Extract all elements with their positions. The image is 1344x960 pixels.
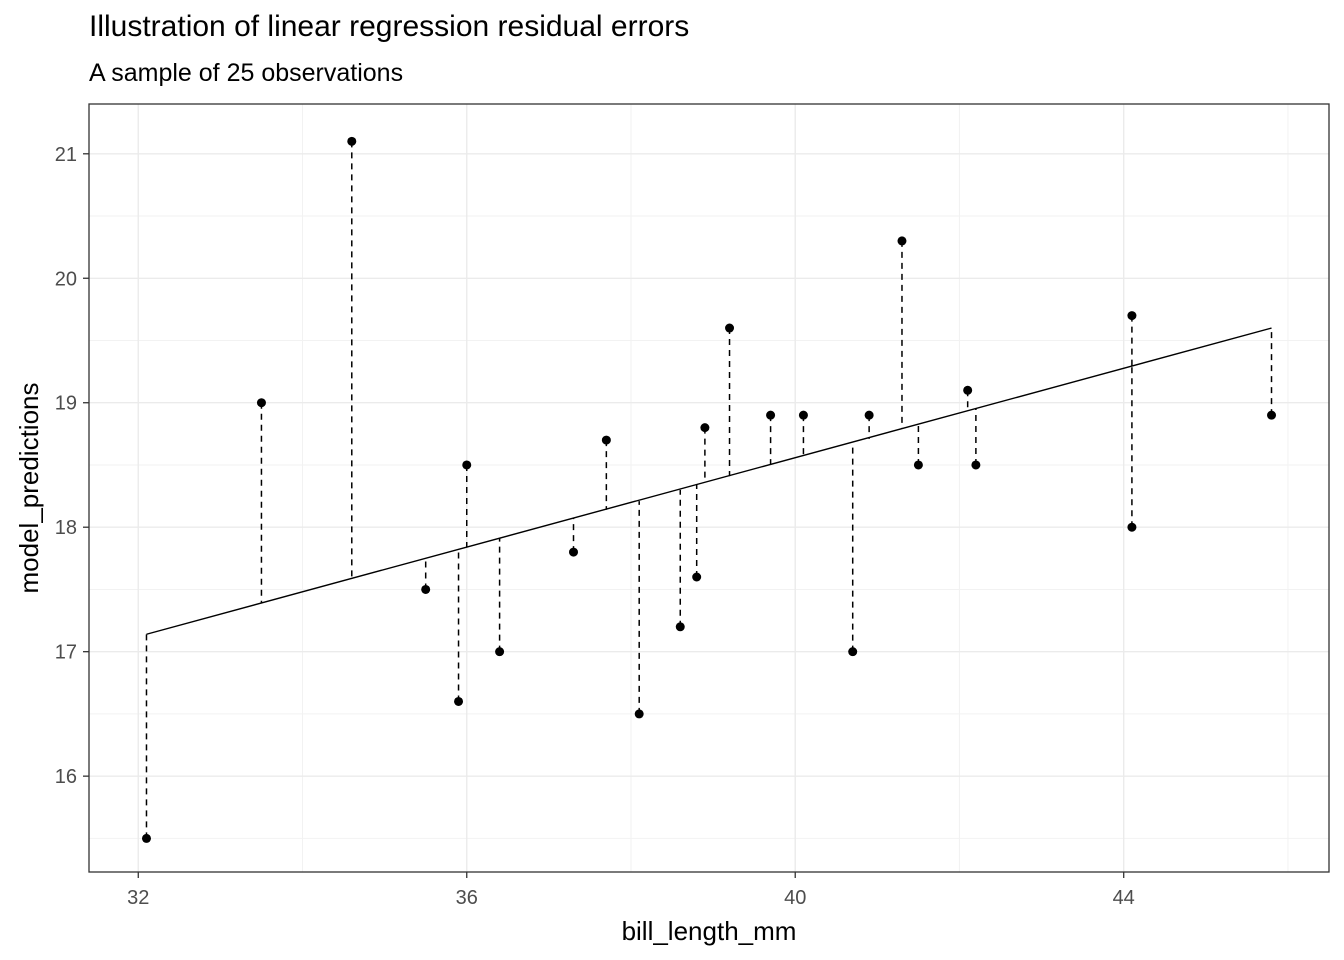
x-tick-label: 32 — [127, 887, 149, 909]
data-point — [1127, 522, 1137, 532]
data-point — [347, 136, 357, 146]
regression-line-group — [146, 327, 1272, 635]
axis-ticks: 32 36 40 44 16 17 18 19 20 21 — [55, 144, 1135, 909]
chart-title: Illustration of linear regression residu… — [89, 10, 690, 43]
data-point — [462, 460, 472, 470]
data-point — [634, 709, 644, 719]
panel-border — [88, 103, 1330, 873]
y-tick-label: 19 — [55, 393, 77, 415]
y-tick-label: 20 — [55, 268, 77, 290]
data-point — [1267, 410, 1277, 420]
data-point — [256, 398, 266, 408]
y-tick-label: 16 — [55, 766, 77, 788]
data-point — [675, 622, 685, 632]
data-point — [700, 423, 710, 433]
data-point — [692, 572, 702, 582]
data-point — [971, 460, 981, 470]
x-tick-label: 40 — [784, 887, 806, 909]
data-point — [601, 435, 611, 445]
regression-line — [146, 327, 1272, 635]
data-point — [454, 696, 464, 706]
data-point — [141, 833, 151, 843]
data-point — [798, 410, 808, 420]
residual-lines — [145, 141, 1273, 839]
data-point — [913, 460, 923, 470]
data-point — [495, 647, 505, 657]
chart-subtitle: A sample of 25 observations — [89, 59, 404, 87]
x-axis-title: bill_length_mm — [622, 916, 797, 946]
data-point — [766, 410, 776, 420]
y-tick-label: 21 — [55, 144, 77, 166]
data-point — [897, 236, 907, 246]
y-tick-label: 17 — [55, 642, 77, 664]
x-tick-label: 44 — [1113, 887, 1135, 909]
data-point — [963, 385, 973, 395]
y-tick-label: 18 — [55, 517, 77, 539]
data-point — [569, 547, 579, 557]
data-point — [1127, 311, 1137, 321]
data-point — [864, 410, 874, 420]
x-tick-label: 36 — [456, 887, 478, 909]
data-point — [725, 323, 735, 333]
data-point — [421, 584, 431, 594]
y-axis-title: model_predictions — [14, 382, 44, 593]
grid-lines — [89, 104, 1329, 872]
data-points — [141, 136, 1277, 843]
data-point — [848, 647, 858, 657]
